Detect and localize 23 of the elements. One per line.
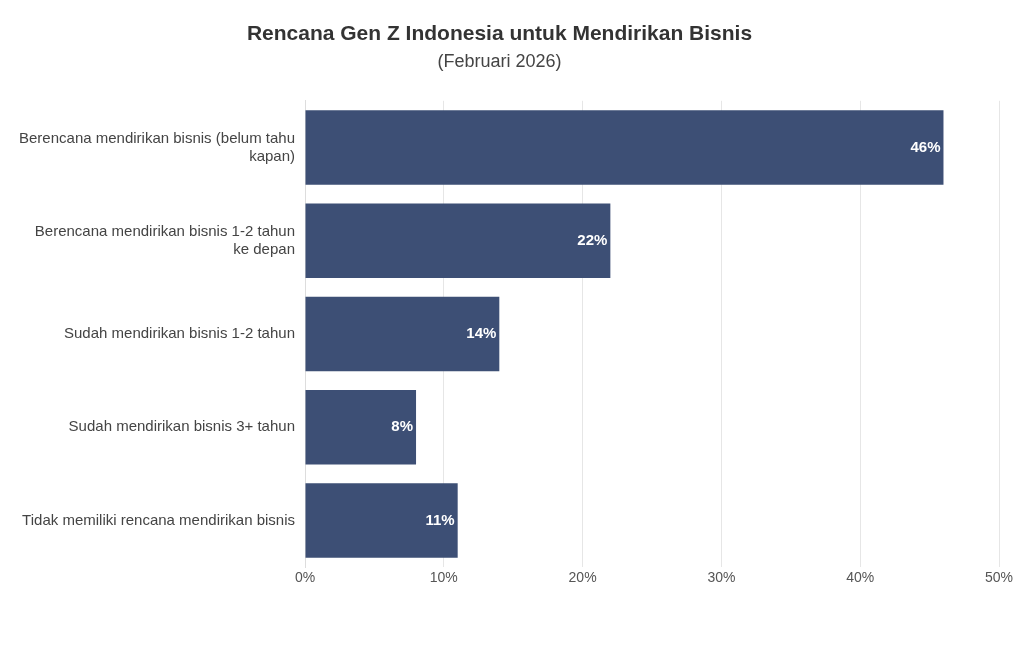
data-label: 8% [391,417,414,435]
y-tick-label: Tidak memiliki rencana mendirikan bisnis [22,510,295,528]
x-tick-label: 10% [429,569,458,586]
y-tick-label: Sudah mendirikan bisnis 3+ tahun [68,417,295,435]
y-tick-label: Berencana mendirikan bisnis (belum tahu kapan) [19,128,295,164]
chart-subtitle: (Februari 2026) [437,50,562,71]
data-label: 46% [910,137,941,155]
bar [305,110,944,185]
data-label: 22% [577,230,608,248]
x-tick-label: 50% [984,569,1014,586]
bar [305,389,417,465]
bar [305,483,458,558]
x-tick-label: 30% [707,569,736,586]
x-tick-label: 0% [294,569,316,586]
chart-title: Rencana Gen Z Indonesia untuk Mendirikan Bisnis [246,21,753,45]
data-label: 14% [466,324,497,342]
x-tick-label: 20% [568,569,597,586]
bar [305,203,611,279]
x-tick-label: 40% [846,569,875,586]
bar [305,296,500,372]
y-tick-label: Sudah mendirikan bisnis 1-2 tahun [64,324,295,342]
y-tick-label: Berencana mendirikan bisnis 1-2 tahun ke depan [34,221,295,257]
data-label: 11% [425,510,455,528]
